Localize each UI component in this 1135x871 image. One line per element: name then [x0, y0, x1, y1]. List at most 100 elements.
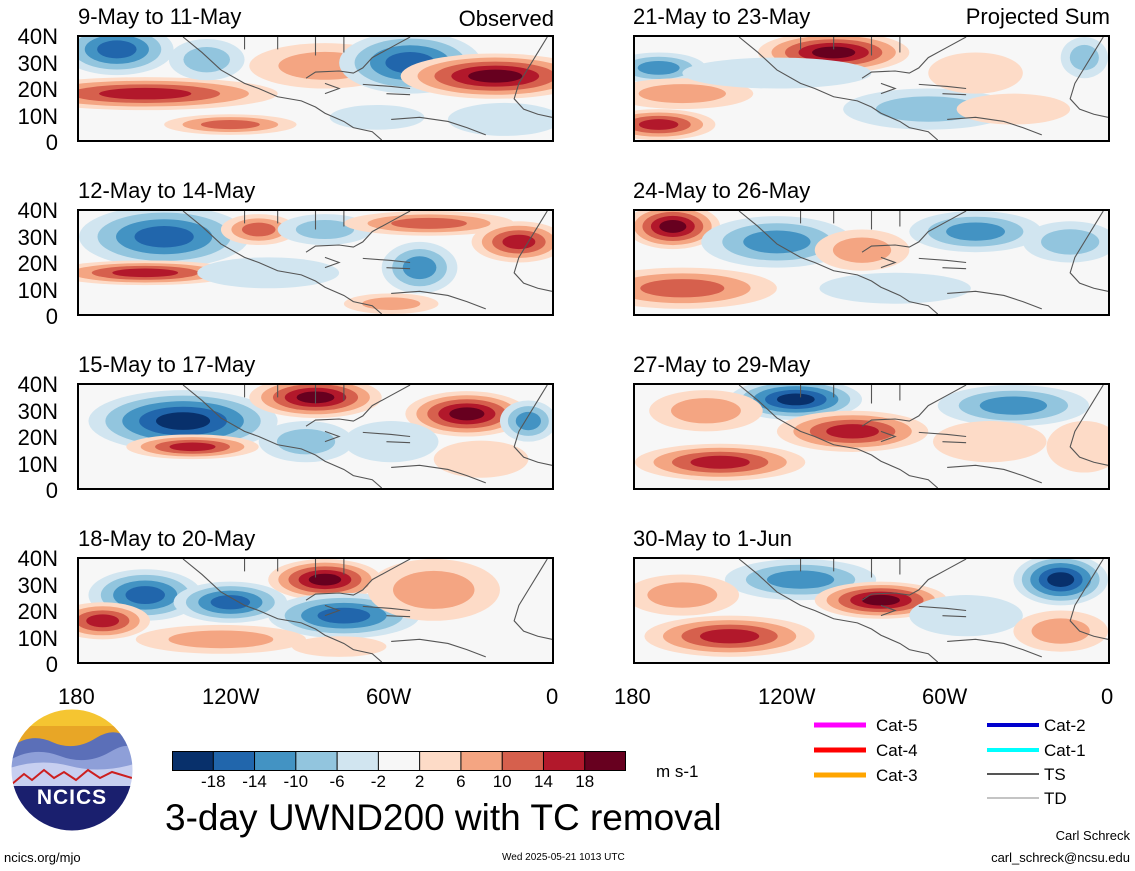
positive-anomaly-contour [932, 421, 1047, 463]
negative-anomaly-contour [766, 570, 835, 589]
positive-anomaly-contour [200, 119, 260, 130]
colorbar-tick-label: 14 [533, 772, 553, 791]
logo-text: NCICS [36, 786, 108, 809]
panel-title: 30-May to 1-Jun [633, 526, 792, 551]
lon-label: 60W [366, 684, 412, 709]
positive-anomaly-contour [862, 594, 900, 606]
colorbar-swatches [172, 751, 627, 771]
colorbar-tick-label: 6 [456, 772, 466, 791]
footer-timestamp: Wed 2025-05-21 1013 UTC [502, 852, 625, 863]
lat-label: 10N [17, 452, 58, 477]
positive-anomaly-contour [812, 46, 856, 59]
negative-anomaly-contour [946, 222, 1005, 241]
negative-anomaly-contour [156, 412, 211, 430]
legend-label-cat-5: Cat-5 [876, 716, 918, 735]
anomaly-field [79, 37, 552, 140]
negative-anomaly-contour [637, 61, 680, 75]
positive-anomaly-contour [433, 440, 529, 478]
map-panel [77, 383, 554, 490]
negative-anomaly-contour [125, 586, 165, 605]
negative-anomaly-contour [197, 257, 340, 289]
positive-anomaly-contour [1046, 421, 1108, 473]
positive-anomaly-contour [647, 582, 718, 608]
anomaly-field [635, 211, 1108, 314]
positive-anomaly-contour [671, 398, 741, 424]
positive-anomaly-contour [391, 217, 467, 229]
anomaly-field [79, 211, 552, 314]
colorbar-swatch [460, 751, 503, 771]
footer-email: carl_schreck@ncsu.edu [991, 850, 1130, 865]
negative-anomaly-contour [295, 220, 355, 240]
legend-label-cat-2: Cat-2 [1044, 716, 1086, 735]
negative-anomaly-contour [819, 272, 971, 304]
map-panel [77, 209, 554, 316]
colorbar-swatch [337, 751, 379, 771]
positive-anomaly-contour [168, 630, 274, 649]
legend-label-cat-1: Cat-1 [1044, 741, 1086, 760]
colorbar-swatch [543, 751, 586, 771]
negative-anomaly-contour [909, 595, 1023, 637]
negative-anomaly-contour [515, 411, 541, 431]
footer-url: ncics.org/mjo [4, 850, 81, 865]
legend-lines-right [987, 723, 1039, 799]
logo-graphic [10, 708, 134, 832]
negative-anomaly-contour [210, 595, 251, 610]
negative-anomaly-contour [183, 46, 230, 73]
panel-title: 27-May to 29-May [633, 352, 811, 377]
colorbar-tick-label: 2 [414, 772, 425, 791]
positive-anomaly-contour [638, 119, 679, 130]
panel-title: 21-May to 23-May [633, 4, 811, 29]
map-panel [633, 209, 1110, 316]
positive-anomaly-contour [112, 268, 179, 278]
panel-title: 9-May to 11-May [78, 4, 242, 29]
lat-label: 10N [17, 278, 58, 303]
positive-anomaly-contour [956, 93, 1071, 125]
lat-label: 40N [17, 198, 58, 223]
lon-label: 60W [922, 684, 968, 709]
panel-title: 18-May to 20-May [78, 526, 256, 551]
colorbar-tick-label: -2 [370, 772, 386, 791]
lat-label: 10N [17, 626, 58, 651]
coastline [739, 37, 1108, 140]
map-panel [633, 557, 1110, 664]
lat-label: 30N [17, 51, 58, 76]
positive-anomaly-contour [659, 219, 687, 233]
coastline [183, 385, 552, 488]
positive-anomaly-contour [241, 222, 276, 237]
panel-title: 12-May to 14-May [78, 178, 256, 203]
positive-anomaly-contour [832, 237, 892, 263]
colorbar-units: m s-1 [656, 762, 699, 781]
colorbar-swatch [378, 751, 421, 771]
positive-anomaly-contour [826, 424, 879, 439]
negative-anomaly-contour [1041, 229, 1100, 255]
lat-label: 30N [17, 399, 58, 424]
footer-author: Carl Schreck [1055, 828, 1130, 843]
colorbar-tick-label: 18 [575, 772, 595, 791]
colorbar [172, 751, 627, 771]
lat-label: 20N [17, 77, 58, 102]
lat-label: 40N [17, 24, 58, 49]
lat-label: 0 [45, 478, 58, 503]
lat-label: 20N [17, 425, 58, 450]
lon-label: 120W [758, 684, 816, 709]
colorbar-tick-label: -10 [283, 772, 309, 791]
anomaly-field [79, 559, 552, 662]
negative-anomaly-contour [979, 396, 1048, 415]
negative-anomaly-contour [276, 428, 336, 455]
lon-label: 180 [614, 684, 651, 709]
positive-anomaly-contour [99, 87, 192, 100]
legend-label-cat-4: Cat-4 [876, 741, 918, 760]
positive-anomaly-contour [392, 570, 475, 609]
negative-anomaly-contour [402, 256, 437, 280]
lat-label: 40N [17, 372, 58, 397]
positive-anomaly-contour [690, 455, 750, 469]
negative-anomaly-contour [743, 230, 811, 254]
panel-title: 15-May to 17-May [78, 352, 256, 377]
anomaly-field [635, 37, 1108, 140]
negative-anomaly-contour [317, 607, 371, 624]
lat-label: 0 [45, 130, 58, 155]
coastline [183, 559, 552, 662]
negative-anomaly-contour [682, 57, 872, 89]
lon-label: 120W [202, 684, 260, 709]
coastline [739, 559, 1108, 662]
